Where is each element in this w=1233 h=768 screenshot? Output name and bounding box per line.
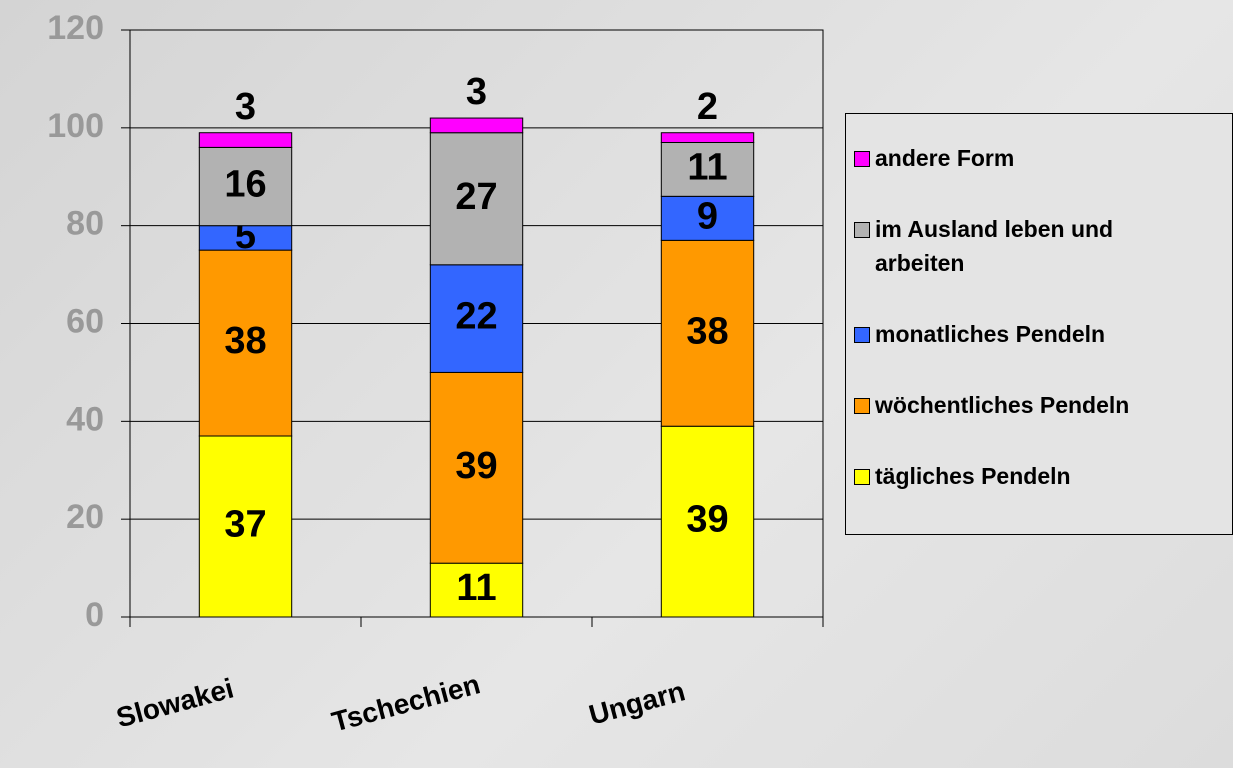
bar-segment [429,562,524,618]
legend-swatch [854,221,870,238]
legend-item: tägliches Pendeln [854,459,1232,493]
x-tick-label: Slowakei [113,672,237,733]
data-label: 9 [697,195,718,237]
bar-segment [660,425,755,618]
legend-label: monatliches Pendeln [875,320,1106,347]
legend-item: im Ausland leben und arbeiten [854,212,1232,280]
data-label: 27 [455,176,497,218]
legend-label: wöchentliches Pendeln [875,392,1130,419]
data-label: 3 [235,86,256,128]
bar-segment [429,132,524,266]
data-label: 16 [224,164,266,206]
y-tick-label: 120 [47,9,104,47]
legend-label: tägliches Pendeln [875,463,1071,490]
x-tick-label: Tschechien [329,668,484,737]
data-label: 38 [224,320,266,362]
legend-swatch [854,150,870,167]
bar-segment [429,371,524,564]
y-tick-label: 80 [66,205,104,243]
y-tick-label: 40 [66,400,104,438]
legend-label: andere Form [875,144,1015,171]
bar-segment [198,435,293,618]
data-label: 39 [686,499,728,541]
data-label: 22 [455,296,497,338]
data-label: 11 [687,146,727,188]
legend-item: andere Form [854,141,1232,175]
bar-segment [198,132,293,148]
data-label: 38 [686,310,728,352]
bar-segment [660,195,755,241]
data-label: 2 [697,86,718,128]
legend-swatch [854,398,870,415]
legend-item: monatliches Pendeln [854,317,1232,351]
y-tick-label: 20 [66,498,104,536]
bar-segment [660,142,755,197]
y-tick-label: 60 [66,302,104,340]
bar-segment [198,146,293,227]
legend: andere Form im Ausland leben und arbeiten… [845,113,1233,535]
x-tick-label: Ungarn [586,675,689,730]
legend-item: wöchentliches Pendeln [854,388,1232,422]
legend-swatch [854,469,870,486]
bar-segment [660,132,755,144]
data-label: 11 [456,567,496,609]
y-tick-label: 100 [47,107,104,145]
bar-segment [660,239,755,427]
bar-segment [198,249,293,437]
data-label: 3 [466,71,487,113]
data-label: 37 [224,504,266,546]
bar-segment [429,264,524,373]
bar-segment [429,117,524,134]
y-tick-label: 0 [85,596,104,634]
legend-label: im Ausland leben und arbeiten [875,215,1114,276]
data-label: 39 [455,445,497,487]
legend-swatch [854,326,870,343]
